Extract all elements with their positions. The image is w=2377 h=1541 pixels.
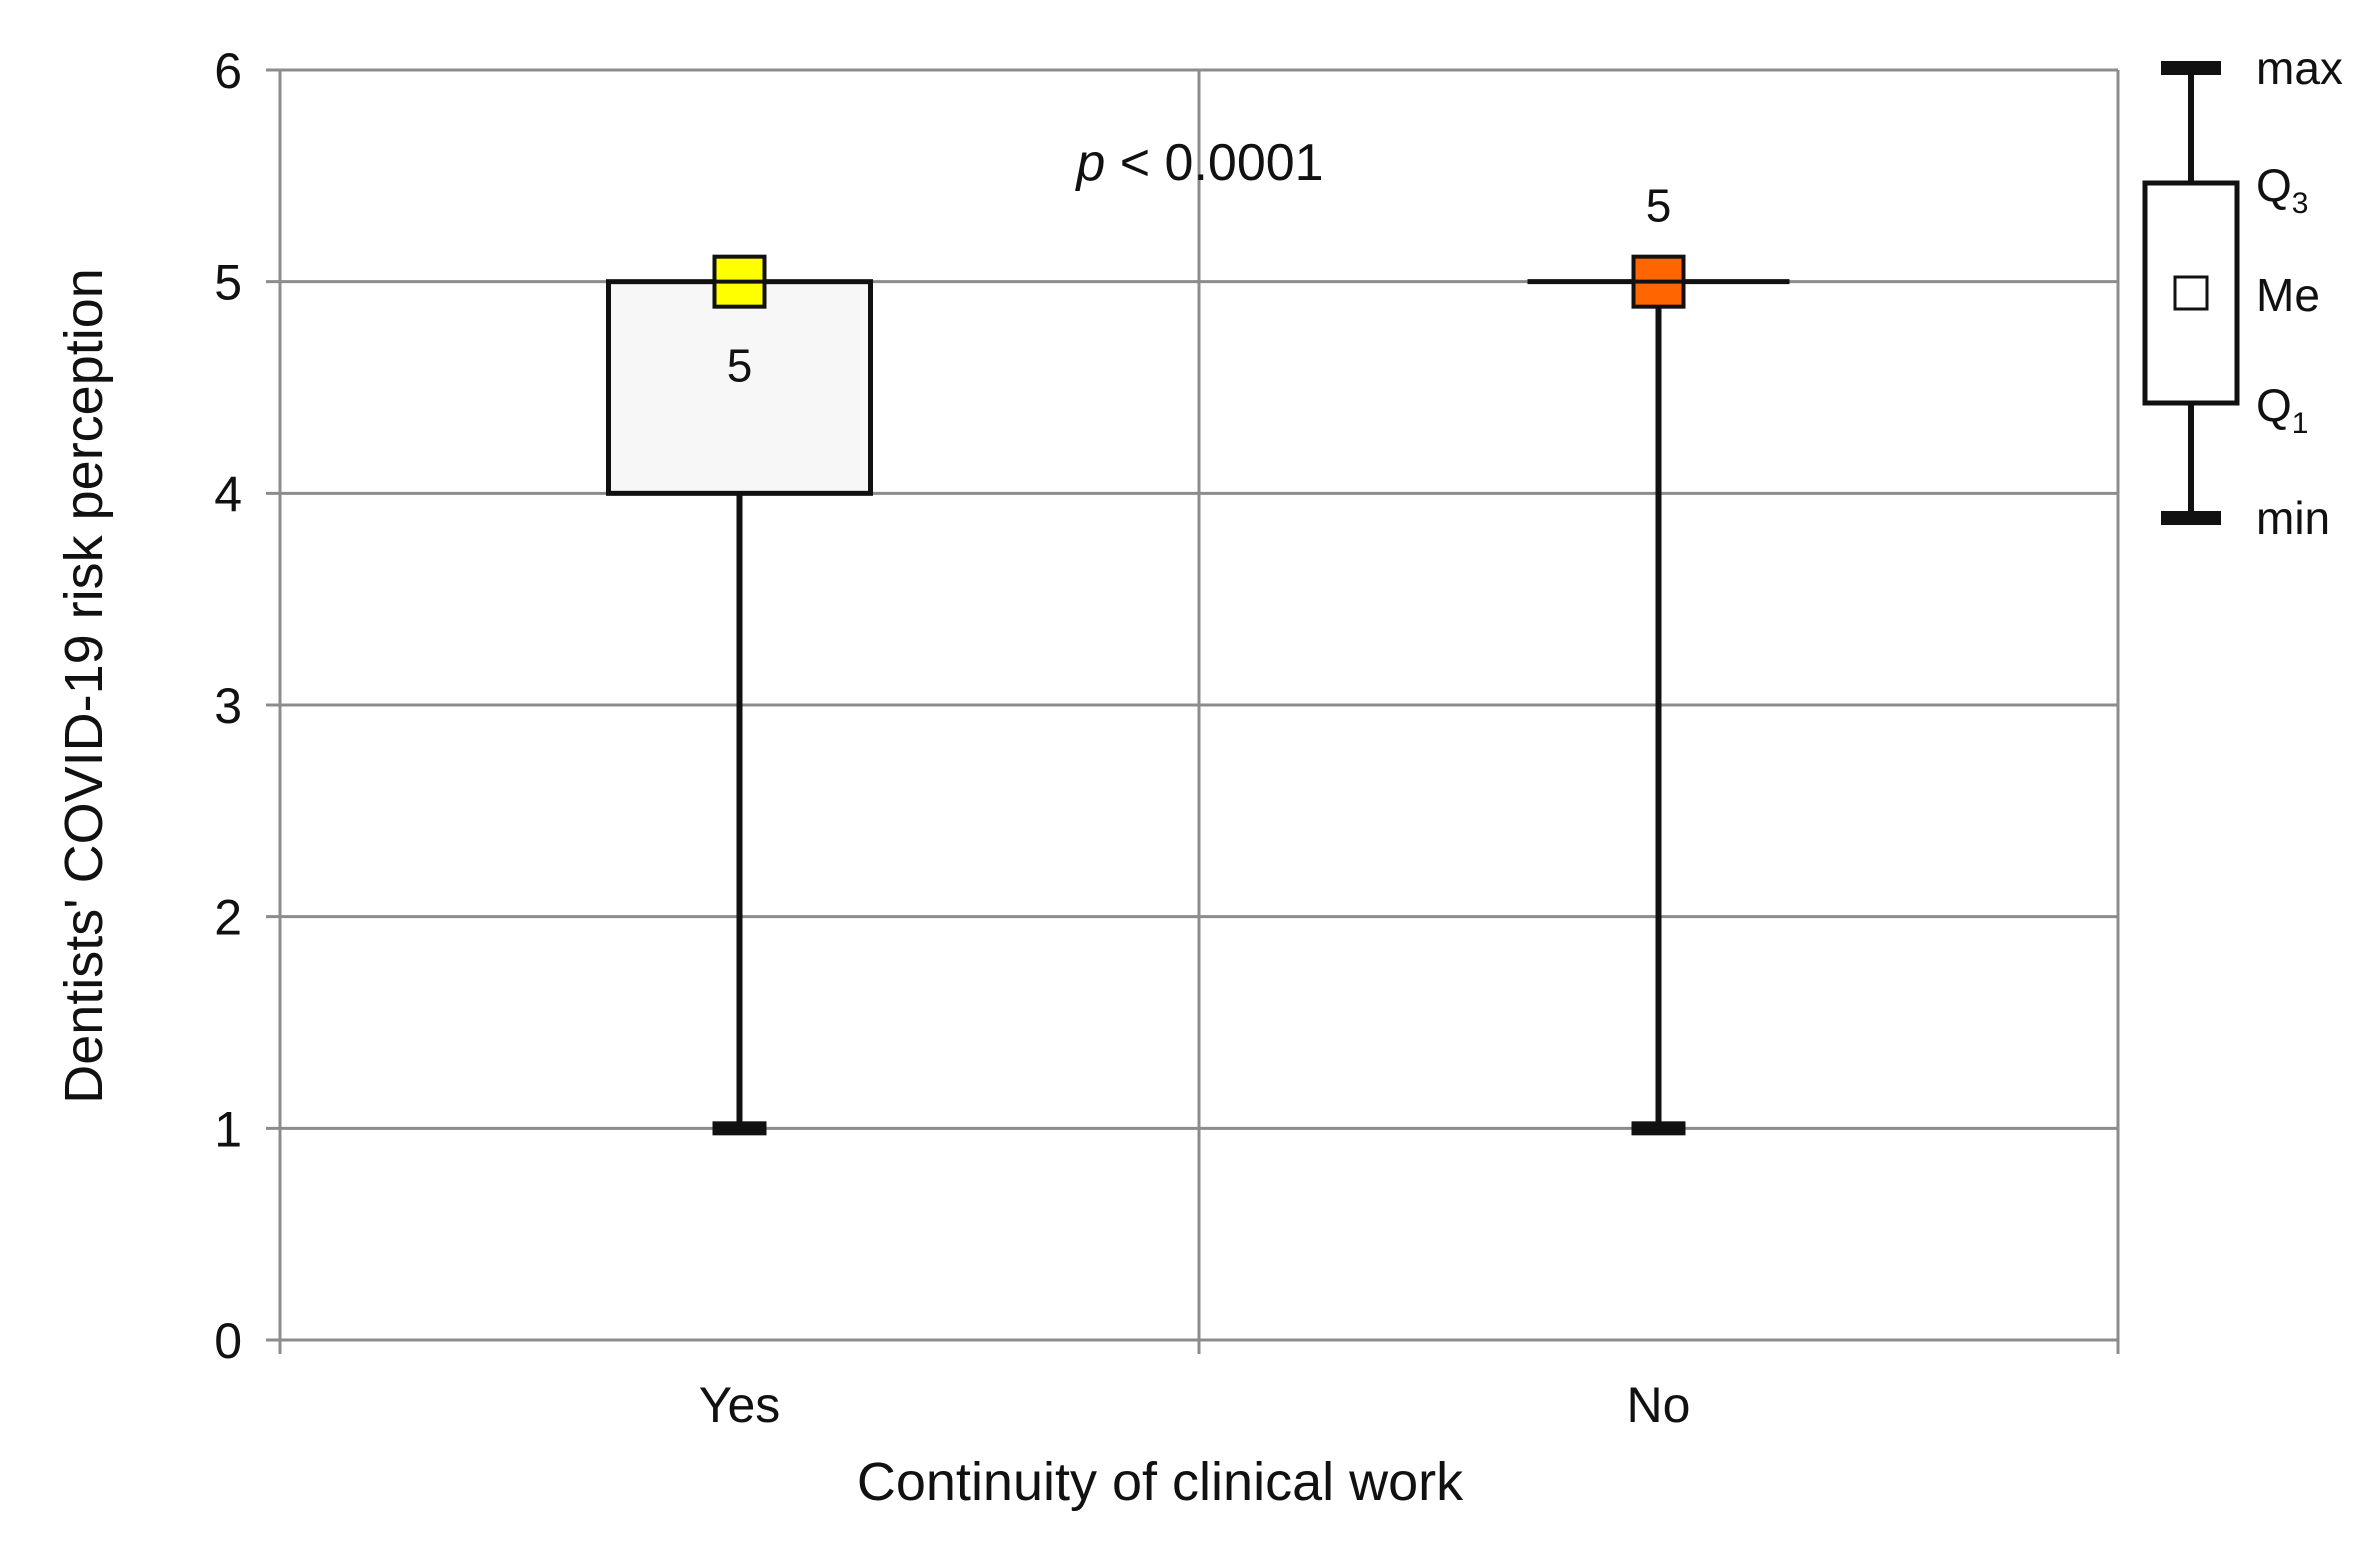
legend-label-q3-sub: 3 xyxy=(2292,187,2309,220)
min-cap xyxy=(1631,1121,1686,1136)
x-tick-label: No xyxy=(1627,1377,1691,1433)
x-tick-label: Yes xyxy=(699,1377,781,1433)
y-tick-label: 6 xyxy=(214,43,242,99)
legend-median-marker xyxy=(2173,275,2209,311)
y-tick-label: 0 xyxy=(214,1313,242,1369)
legend-label-q3: Q3 xyxy=(2256,159,2308,220)
y-axis-ticks: 0 1 2 3 4 5 6 xyxy=(214,43,242,1369)
median-label: 5 xyxy=(1646,180,1672,232)
y-tick-label: 5 xyxy=(214,255,242,311)
legend-min-cap xyxy=(2161,511,2221,525)
y-axis-title: Dentists' COVID-19 risk perception xyxy=(54,268,114,1104)
min-cap xyxy=(712,1121,767,1136)
legend-label-q1: Q1 xyxy=(2256,379,2308,440)
legend-label-me: Me xyxy=(2256,269,2320,321)
legend-label-min: min xyxy=(2256,492,2330,544)
legend-label-q1-sub: 1 xyxy=(2292,407,2309,440)
y-tick-label: 1 xyxy=(214,1101,242,1157)
median-label: 5 xyxy=(727,340,753,392)
grid-lines xyxy=(266,68,2120,1354)
y-tick-label: 4 xyxy=(214,466,242,522)
x-axis-ticks: Yes No xyxy=(699,1377,1691,1433)
y-tick-label: 2 xyxy=(214,890,242,946)
legend-label-max: max xyxy=(2256,42,2343,94)
legend-max-cap xyxy=(2161,61,2221,75)
legend: max Q3 Me Q1 min xyxy=(2142,42,2343,544)
x-axis-title: Continuity of clinical work xyxy=(857,1452,1464,1512)
box-series: 55 xyxy=(606,180,1790,1136)
y-tick-label: 3 xyxy=(214,678,242,734)
p-value-annotation: p < 0.0001 xyxy=(1074,134,1323,192)
